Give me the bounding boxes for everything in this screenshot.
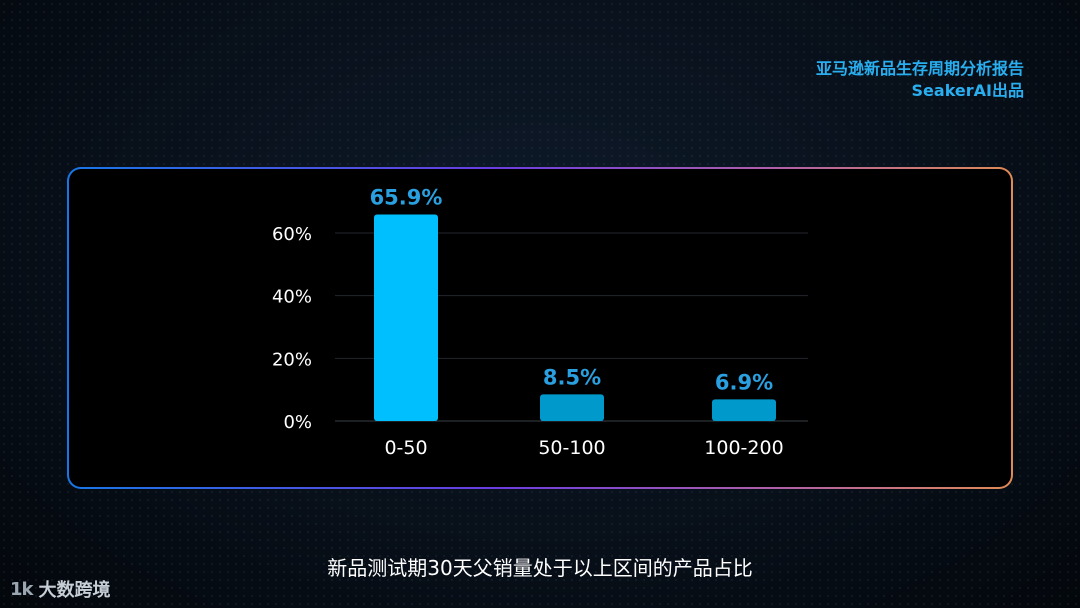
report-title-block: 亚马逊新品生存周期分析报告 SeakerAI出品 (816, 58, 1024, 102)
bar (374, 214, 438, 421)
logo-text: 大数跨境 (38, 580, 111, 601)
y-tick-label: 40% (272, 287, 312, 308)
x-tick-label: 50-100 (538, 437, 605, 459)
logo: 1k 大数跨境 (10, 576, 111, 602)
bar (712, 399, 776, 421)
brand-line: SeakerAI出品 (911, 81, 1024, 100)
data-label: 6.9% (715, 370, 773, 394)
1k-logo-icon: 1k (10, 578, 33, 600)
y-tick-label: 60% (272, 224, 312, 245)
y-tick-label: 20% (272, 349, 312, 370)
report-title: 亚马逊新品生存周期分析报告 (815, 59, 1024, 78)
chart-caption: 新品测试期30天父销量处于以上区间的产品占比 (327, 556, 753, 580)
x-tick-label: 100-200 (704, 437, 783, 459)
data-label: 8.5% (543, 365, 601, 389)
chart-panel (69, 169, 1011, 487)
x-tick-label: 0-50 (384, 437, 427, 459)
y-tick-label: 0% (283, 412, 312, 433)
bar (540, 394, 604, 421)
data-label: 65.9% (370, 186, 443, 210)
chart-frame (67, 167, 1013, 489)
